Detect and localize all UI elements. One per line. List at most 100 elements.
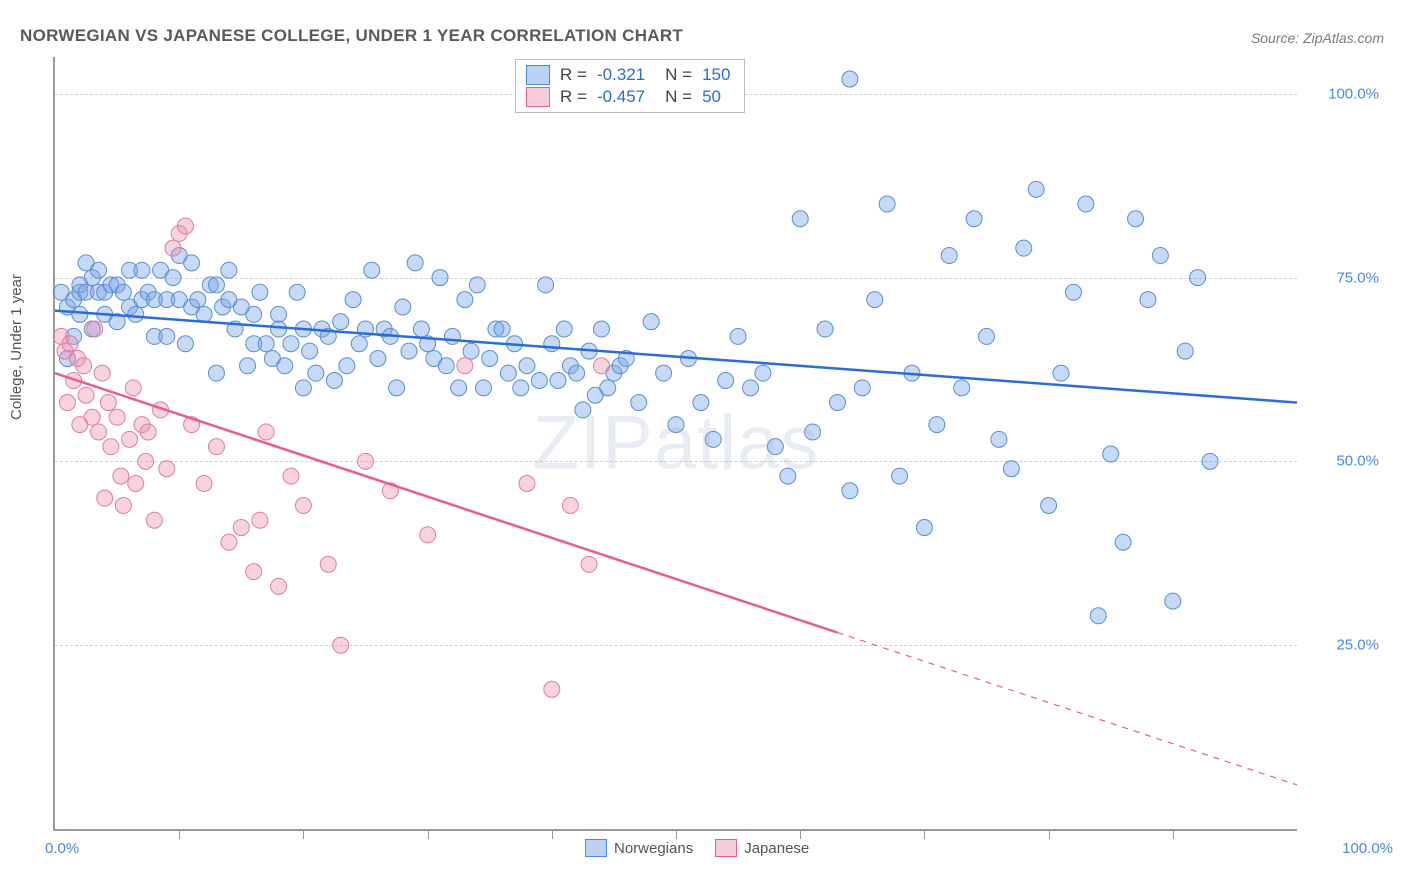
scatter-point — [656, 365, 672, 381]
scatter-point — [190, 292, 206, 308]
scatter-point — [575, 402, 591, 418]
scatter-point — [115, 284, 131, 300]
plot-area: 25.0%50.0%75.0%100.0% 0.0% 100.0% ZIPatl… — [53, 57, 1297, 831]
scatter-point — [1152, 248, 1168, 264]
x-tick — [800, 829, 801, 839]
scatter-point — [693, 395, 709, 411]
scatter-point — [668, 417, 684, 433]
scatter-point — [295, 497, 311, 513]
scatter-point — [767, 439, 783, 455]
chart-container: NORWEGIAN VS JAPANESE COLLEGE, UNDER 1 Y… — [0, 0, 1406, 892]
stats-row: R = -0.321N = 150 — [526, 64, 730, 86]
scatter-point — [1103, 446, 1119, 462]
scatter-point — [221, 262, 237, 278]
scatter-point — [252, 284, 268, 300]
scatter-point — [146, 512, 162, 528]
stats-box: R = -0.321N = 150R = -0.457 N = 50 — [515, 59, 745, 113]
scatter-point — [413, 321, 429, 337]
scatter-point — [233, 520, 249, 536]
stat-n-label: N = — [665, 87, 692, 107]
scatter-point — [208, 277, 224, 293]
chart-title: NORWEGIAN VS JAPANESE COLLEGE, UNDER 1 Y… — [20, 26, 683, 46]
scatter-point — [271, 578, 287, 594]
scatter-point — [438, 358, 454, 374]
y-tick-label: 100.0% — [1309, 85, 1379, 102]
scatter-point — [345, 292, 361, 308]
scatter-point — [1165, 593, 1181, 609]
scatter-point — [401, 343, 417, 359]
scatter-point — [929, 417, 945, 433]
scatter-point — [159, 461, 175, 477]
scatter-svg — [55, 57, 1297, 829]
scatter-point — [134, 262, 150, 278]
scatter-point — [302, 343, 318, 359]
stat-r-label: R = — [560, 65, 587, 85]
scatter-point — [1041, 497, 1057, 513]
source-attribution: Source: ZipAtlas.com — [1251, 30, 1384, 46]
x-axis-min-label: 0.0% — [45, 840, 79, 857]
scatter-point — [954, 380, 970, 396]
stat-r-value: -0.457 — [597, 87, 645, 107]
scatter-point — [208, 439, 224, 455]
scatter-point — [90, 262, 106, 278]
scatter-point — [358, 453, 374, 469]
scatter-point — [941, 248, 957, 264]
scatter-point — [513, 380, 529, 396]
scatter-point — [817, 321, 833, 337]
x-tick — [179, 829, 180, 839]
scatter-point — [643, 314, 659, 330]
scatter-point — [538, 277, 554, 293]
x-tick — [676, 829, 677, 839]
scatter-point — [1016, 240, 1032, 256]
scatter-point — [457, 358, 473, 374]
scatter-point — [289, 284, 305, 300]
scatter-point — [100, 395, 116, 411]
scatter-point — [196, 475, 212, 491]
scatter-point — [482, 350, 498, 366]
scatter-point — [463, 343, 479, 359]
scatter-point — [805, 424, 821, 440]
scatter-point — [600, 380, 616, 396]
scatter-point — [550, 373, 566, 389]
scatter-point — [271, 306, 287, 322]
trend-line — [55, 373, 837, 632]
scatter-point — [1053, 365, 1069, 381]
scatter-point — [556, 321, 572, 337]
scatter-point — [283, 468, 299, 484]
scatter-point — [829, 395, 845, 411]
scatter-point — [1115, 534, 1131, 550]
scatter-point — [196, 306, 212, 322]
stat-n-value: 50 — [702, 87, 721, 107]
scatter-point — [1177, 343, 1193, 359]
x-axis-max-label: 100.0% — [1342, 840, 1393, 857]
scatter-point — [78, 387, 94, 403]
scatter-point — [469, 277, 485, 293]
x-tick — [552, 829, 553, 839]
scatter-point — [544, 681, 560, 697]
scatter-point — [94, 365, 110, 381]
scatter-point — [252, 512, 268, 528]
scatter-point — [258, 424, 274, 440]
scatter-point — [519, 475, 535, 491]
scatter-point — [103, 439, 119, 455]
scatter-point — [966, 211, 982, 227]
scatter-point — [165, 270, 181, 286]
scatter-point — [544, 336, 560, 352]
scatter-point — [128, 306, 144, 322]
scatter-point — [519, 358, 535, 374]
scatter-point — [420, 527, 436, 543]
legend-swatch — [585, 839, 607, 857]
scatter-point — [854, 380, 870, 396]
scatter-point — [240, 358, 256, 374]
x-tick — [303, 829, 304, 839]
scatter-point — [991, 431, 1007, 447]
scatter-point — [500, 365, 516, 381]
scatter-point — [780, 468, 796, 484]
scatter-point — [140, 424, 156, 440]
scatter-point — [339, 358, 355, 374]
scatter-point — [333, 637, 349, 653]
scatter-point — [1202, 453, 1218, 469]
scatter-point — [1190, 270, 1206, 286]
scatter-point — [842, 71, 858, 87]
scatter-point — [562, 497, 578, 513]
